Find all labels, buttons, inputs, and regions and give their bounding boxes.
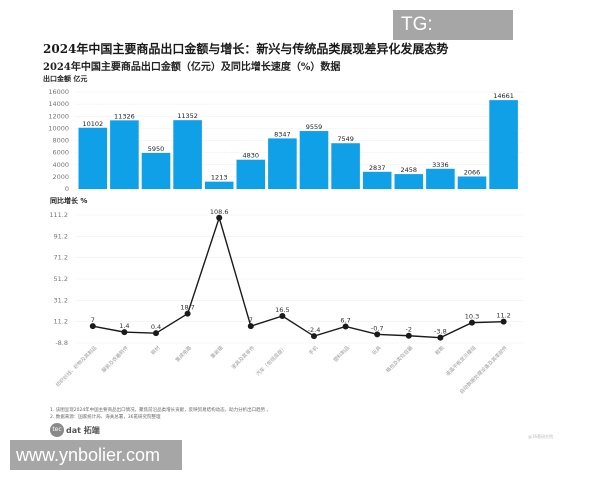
bar-y-tick: 10000 bbox=[48, 124, 69, 132]
category-label: 纺织纱线、织物及其制品 bbox=[54, 344, 98, 388]
line-value-label: 16.5 bbox=[275, 306, 289, 314]
bar-y-tick: 6000 bbox=[52, 149, 69, 157]
line-point bbox=[216, 214, 223, 221]
growth-line bbox=[92, 215, 504, 339]
bar-value-label: 2837 bbox=[369, 164, 386, 172]
line-value-label: -3.8 bbox=[434, 328, 447, 336]
bar-y-tick: 0 bbox=[65, 185, 69, 193]
chart-subtitle: 2024年中国主要商品出口金额（亿元）及同比增长速度（%）数据 bbox=[43, 62, 341, 73]
bar bbox=[110, 120, 139, 189]
category-label: 集装箱 bbox=[209, 344, 225, 360]
chart-title: 2024年中国主要商品出口金额与增长：新兴与传统品类展现差异化发展态势 bbox=[43, 42, 449, 56]
bar bbox=[236, 159, 266, 189]
line-point bbox=[279, 313, 286, 320]
bar bbox=[426, 168, 455, 189]
line-axis-label: 同比增长 % bbox=[50, 197, 88, 205]
bar bbox=[78, 127, 108, 189]
line-point bbox=[405, 332, 412, 339]
footnote-1: 1. 该图呈现2024年中国主要商品出口情况，聚焦前沿品类增长贡献，反映贸易结构… bbox=[50, 408, 272, 413]
line-value-label: 6.7 bbox=[340, 316, 350, 324]
bar-value-label: 11326 bbox=[114, 112, 135, 120]
source-mark: @36氪研究院 bbox=[528, 434, 554, 439]
line-point bbox=[153, 330, 159, 337]
bar-y-tick: 8000 bbox=[52, 137, 69, 145]
bar bbox=[141, 152, 171, 189]
bar-value-label: 14661 bbox=[493, 92, 514, 100]
category-label: 家具及其零件 bbox=[230, 344, 256, 370]
line-y-tick: 51.2 bbox=[54, 275, 68, 283]
bar-y-tick: 12000 bbox=[48, 112, 69, 120]
line-value-label: 10.3 bbox=[465, 313, 479, 321]
tecdat-logo: tec dat 拓端 bbox=[50, 423, 100, 437]
bar-y-tick: 14000 bbox=[48, 100, 69, 108]
bar bbox=[268, 138, 297, 189]
category-label: 集成电路 bbox=[174, 344, 193, 363]
line-value-label: -2 bbox=[406, 326, 412, 334]
logo-text: dat 拓端 bbox=[66, 425, 100, 435]
category-label: 服装及衣着附件 bbox=[100, 344, 130, 374]
line-point bbox=[121, 329, 128, 336]
bar-value-label: 9559 bbox=[306, 123, 323, 131]
line-value-label: -0.7 bbox=[371, 324, 384, 332]
category-label: 玩具 bbox=[371, 345, 382, 356]
bar bbox=[394, 174, 424, 189]
bar-y-tick: 16000 bbox=[48, 88, 69, 96]
bar-y-tick: 4000 bbox=[52, 161, 69, 169]
line-point bbox=[89, 323, 96, 330]
line-point bbox=[437, 334, 444, 341]
bar bbox=[457, 176, 487, 189]
line-value-label: -2.4 bbox=[308, 326, 321, 334]
line-value-label: 108.6 bbox=[210, 208, 229, 216]
category-label: 液晶平板显示模组 bbox=[444, 344, 477, 377]
footnote-2: 2. 数据来源：国家统计局、海关总署，36氪研究院整理 bbox=[50, 415, 161, 420]
line-value-label: 7 bbox=[91, 316, 95, 324]
category-label: 手机 bbox=[307, 344, 319, 356]
bar bbox=[173, 120, 202, 189]
line-value-label: 11.2 bbox=[496, 312, 510, 320]
watermark-bottom: www.ynbolier.com bbox=[10, 440, 182, 470]
bar-value-label: 2458 bbox=[401, 166, 418, 174]
watermark-top: TG: MYYJJPP bbox=[393, 10, 513, 65]
bar-value-label: 8347 bbox=[274, 130, 291, 138]
line-y-tick: 31.2 bbox=[54, 296, 68, 304]
category-label: 汽车（包括底盘） bbox=[255, 344, 288, 377]
line-point bbox=[500, 318, 507, 325]
line-point bbox=[342, 323, 349, 330]
logo-mark: tec bbox=[50, 423, 64, 437]
category-label: 钢材 bbox=[149, 344, 161, 356]
bar-value-label: 3336 bbox=[432, 161, 449, 169]
line-point bbox=[374, 331, 381, 338]
line-value-label: 7 bbox=[249, 316, 253, 324]
line-y-tick: 11.2 bbox=[54, 318, 68, 326]
bar-value-label: 1213 bbox=[211, 174, 228, 182]
bar-y-tick: 2000 bbox=[52, 173, 69, 181]
line-y-tick: -8.8 bbox=[55, 339, 68, 347]
line-y-tick: 71.2 bbox=[54, 254, 68, 262]
bar-value-label: 11352 bbox=[177, 112, 198, 120]
bar bbox=[204, 181, 234, 189]
bar-value-label: 2066 bbox=[464, 168, 481, 176]
bar bbox=[489, 100, 518, 189]
line-y-tick: 111.2 bbox=[49, 211, 68, 219]
line-point bbox=[184, 310, 191, 317]
line-point bbox=[469, 319, 475, 326]
line-value-label: 18.7 bbox=[180, 304, 194, 312]
bar-value-label: 5950 bbox=[148, 145, 165, 153]
line-y-tick: 91.2 bbox=[54, 232, 68, 240]
line-point bbox=[311, 333, 317, 340]
category-label: 箱包及类似容器 bbox=[385, 344, 415, 374]
category-label: 塑料制品 bbox=[332, 344, 351, 363]
bar bbox=[362, 171, 392, 189]
bar bbox=[331, 143, 360, 189]
bar-value-label: 7549 bbox=[337, 135, 354, 143]
bar-axis-label: 出口金额 亿元 bbox=[43, 75, 88, 83]
bar-value-label: 10102 bbox=[82, 120, 103, 128]
line-point bbox=[247, 323, 254, 330]
category-label: 鞋靴 bbox=[434, 344, 446, 356]
bar bbox=[299, 131, 329, 189]
bar-value-label: 4830 bbox=[243, 152, 260, 160]
line-value-label: 0.4 bbox=[151, 323, 161, 331]
line-value-label: 1.4 bbox=[119, 322, 129, 330]
